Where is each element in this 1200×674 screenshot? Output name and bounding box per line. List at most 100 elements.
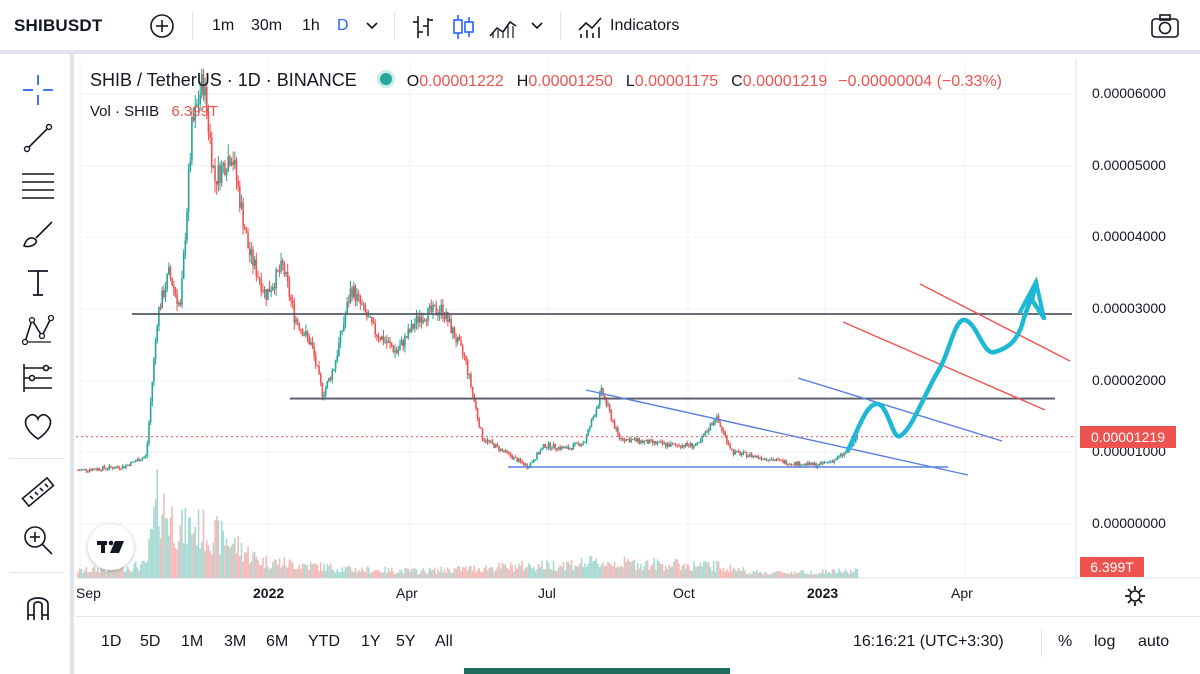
area-icon[interactable]	[488, 14, 518, 40]
volume-bar	[618, 567, 621, 578]
candle-body	[230, 161, 233, 166]
auto-toggle[interactable]: auto	[1138, 633, 1170, 650]
pattern-icon[interactable]	[20, 312, 56, 348]
add-symbol-icon[interactable]	[148, 12, 176, 40]
volume-bar	[186, 544, 188, 578]
volume-bar	[494, 570, 497, 578]
candle-body	[303, 335, 305, 336]
candle-body	[643, 441, 646, 443]
range-ytd[interactable]: YTD	[308, 633, 340, 650]
volume-bar	[463, 567, 466, 578]
volume-bar	[813, 573, 816, 578]
brush-icon[interactable]	[20, 216, 56, 252]
candle-body	[159, 307, 162, 309]
legend-title[interactable]: SHIB / TetherUS · 1D · BINANCE	[90, 70, 357, 90]
volume-bar	[569, 564, 571, 578]
timeline-scrollbar[interactable]	[464, 668, 730, 674]
range-1d[interactable]: 1D	[101, 633, 122, 650]
volume-bar	[352, 572, 355, 578]
volume-bar	[197, 509, 200, 578]
candle-body	[235, 160, 238, 181]
interval-1h[interactable]: 1h	[302, 17, 320, 34]
log-toggle[interactable]: log	[1094, 633, 1116, 650]
indicators-icon[interactable]	[576, 14, 604, 40]
settings-gear-icon[interactable]	[1124, 585, 1146, 607]
volume-bar	[169, 517, 172, 578]
trend-line-icon[interactable]	[20, 120, 56, 156]
interval-30m[interactable]: 30m	[251, 17, 283, 34]
zoom-in-icon[interactable]	[20, 522, 56, 558]
bar-style-icon[interactable]	[410, 12, 436, 42]
volume-bar	[230, 545, 233, 578]
magnet-icon[interactable]	[20, 588, 56, 624]
candle-body	[311, 342, 314, 347]
volume-bar	[291, 562, 294, 578]
volume-bar	[648, 569, 651, 578]
percent-toggle[interactable]: %	[1058, 633, 1073, 650]
range-all[interactable]: All	[435, 633, 453, 650]
candle-body	[544, 444, 547, 448]
fib-icon[interactable]	[20, 168, 56, 204]
indicators-button[interactable]: Indicators	[610, 17, 680, 34]
range-1m[interactable]: 1M	[181, 633, 204, 650]
candle-body	[324, 388, 327, 396]
y-tick-label: 0.00004000	[1092, 228, 1166, 245]
candle-body	[192, 116, 195, 121]
range-1y[interactable]: 1Y	[361, 633, 381, 650]
range-5y[interactable]: 5Y	[396, 633, 416, 650]
candles-icon[interactable]	[450, 12, 476, 42]
y-tick-label: 0.00005000	[1092, 156, 1166, 173]
candle-body	[422, 319, 424, 323]
volume-bar	[222, 530, 225, 578]
ruler-icon[interactable]	[20, 474, 56, 510]
candle-body	[220, 164, 223, 183]
candle-body	[537, 452, 540, 455]
volume-bar	[615, 567, 618, 578]
candle-body	[795, 462, 798, 466]
candle-body	[749, 453, 751, 456]
interval-d[interactable]: D	[337, 17, 349, 34]
volume-bar	[100, 567, 102, 578]
volume-bar	[557, 567, 560, 578]
candle-body	[463, 353, 466, 356]
candle-body	[554, 443, 556, 449]
heart-icon[interactable]	[20, 408, 56, 444]
candle-body	[253, 259, 256, 266]
volume-bar	[688, 565, 690, 578]
tradingview-logo[interactable]	[88, 524, 134, 570]
range-6m[interactable]: 6M	[266, 633, 289, 650]
candle-body	[455, 338, 457, 343]
volume-bar	[460, 571, 462, 578]
volume-bar	[835, 573, 837, 578]
volume-bar	[848, 573, 850, 578]
volume-bar	[622, 567, 624, 578]
text-icon[interactable]	[20, 264, 56, 300]
candle-body	[364, 304, 367, 313]
volume-bar	[498, 562, 500, 578]
volume-bar	[215, 516, 218, 578]
camera-icon[interactable]	[1150, 13, 1180, 39]
clock-timezone[interactable]: 16:16:21 (UTC+3:30)	[853, 633, 1004, 650]
candle-body	[305, 330, 307, 336]
candle-body	[593, 415, 596, 417]
volume-bar	[131, 570, 134, 578]
range-3m[interactable]: 3M	[224, 633, 247, 650]
range-5d[interactable]: 5D	[140, 633, 161, 650]
chevron-down-icon[interactable]	[529, 20, 545, 32]
symbol-search[interactable]: SHIBUSDT	[14, 16, 103, 35]
volume-bar	[237, 536, 239, 578]
candle-body	[716, 416, 718, 421]
chevron-down-icon[interactable]	[364, 20, 380, 32]
candle-body	[666, 443, 669, 447]
legend-change: −0.00000004 (−0.33%)	[838, 73, 1002, 90]
interval-1m[interactable]: 1m	[212, 17, 235, 34]
candle-body	[245, 230, 248, 234]
candle-body	[587, 429, 589, 436]
candle-body	[782, 460, 784, 464]
candle-body	[811, 462, 814, 466]
prediction-icon[interactable]	[20, 360, 56, 396]
volume-legend-label[interactable]: Vol · SHIB	[90, 103, 160, 120]
candle-body	[268, 288, 271, 292]
crosshair-icon[interactable]	[20, 72, 56, 108]
